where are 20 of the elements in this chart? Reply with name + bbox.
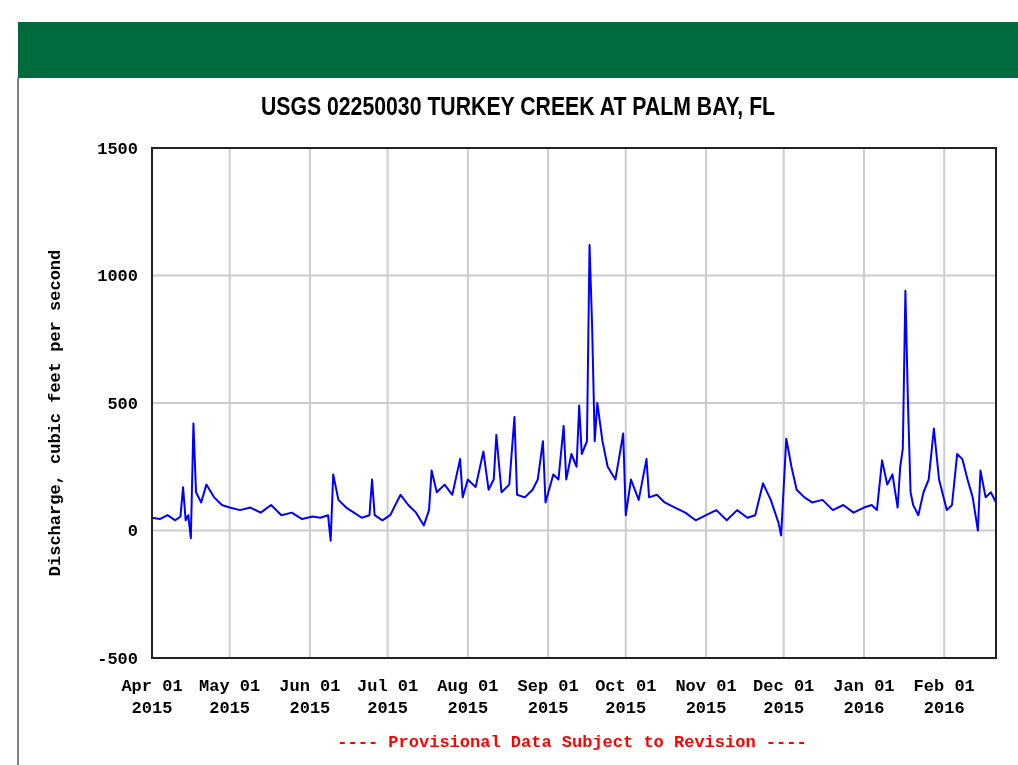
- x-tick-label: Feb 01 2016: [913, 677, 975, 718]
- y-tick-label: 0: [127, 522, 138, 542]
- x-tick-label: Dec 01 2015: [753, 677, 815, 718]
- x-tick-label: Jan 01 2016: [833, 677, 895, 718]
- y-tick-label: 1000: [97, 267, 138, 287]
- y-tick-label: 1500: [97, 139, 138, 159]
- x-tick-label: Jul 01 2015: [356, 677, 419, 718]
- x-tick-label: Oct 01 2015: [595, 677, 657, 718]
- x-tick-label: Nov 01 2015: [675, 677, 737, 718]
- x-tick-label: Apr 01 2015: [121, 677, 183, 718]
- text: ---- Provisional Data Subject to Revision ----: [337, 733, 807, 752]
- x-tick-label: Aug 01 2015: [437, 677, 499, 718]
- x-tick-label: Jun 01 2015: [279, 677, 341, 718]
- x-tick-label: Sep 01 2015: [517, 677, 579, 718]
- chart-title: USGS 02250030 TURKEY CREEK AT PALM BAY, FL: [260, 92, 776, 121]
- x-tick-label: May 01 2015: [199, 677, 261, 718]
- y-tick-label: 500: [107, 394, 138, 414]
- y-axis-title: Discharge, cubic feet per second: [46, 249, 65, 577]
- line-series: [152, 243, 996, 542]
- y-tick-label: -500: [97, 649, 138, 669]
